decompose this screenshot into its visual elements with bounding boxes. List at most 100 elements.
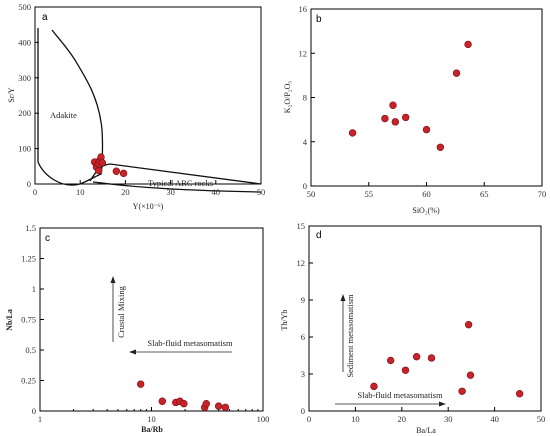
data-point <box>381 114 389 123</box>
panel-a-ylabel: Sr/Y <box>7 87 16 102</box>
y-tick-label: 0 <box>32 406 36 416</box>
x-tick-label: 10 <box>76 187 85 197</box>
panel-b-ylabel: K₂O/P₂O₅ <box>283 81 292 114</box>
x-tick-label: 40 <box>212 187 221 197</box>
data-point <box>391 118 400 126</box>
x-tick-label: 55 <box>365 189 374 199</box>
data-point <box>221 403 230 412</box>
y-tick-label: 0 <box>303 181 307 191</box>
y-tick-label: 1.25 <box>21 254 36 264</box>
data-point <box>180 399 188 408</box>
panel-a-points <box>90 153 128 178</box>
data-point <box>112 167 121 175</box>
data-point <box>412 353 421 361</box>
x-tick-label: 100 <box>257 414 270 424</box>
panel-a-xlabel: Y(×10⁻⁶) <box>133 202 164 211</box>
panel-a-letter: a <box>42 12 48 23</box>
data-point <box>214 402 223 410</box>
slab-fluid-arrowhead-c <box>129 349 136 355</box>
panel-c-ticks: 1 10 100 0 0.25 0.5 0.75 1 1.25 1.5 <box>21 223 269 424</box>
x-tick-label: 70 <box>538 189 547 199</box>
y-tick-label: 300 <box>18 73 31 83</box>
data-point <box>98 159 107 167</box>
y-tick-label: 0 <box>301 406 305 416</box>
data-point <box>348 129 357 137</box>
panel-d-ylabel: Th/Yb <box>280 310 289 331</box>
adakite-field-boundary <box>37 28 104 186</box>
data-point <box>202 399 210 408</box>
y-tick-label: 1 <box>32 284 36 294</box>
y-tick-label: 0 <box>27 179 31 189</box>
y-tick-label: 4 <box>303 137 308 147</box>
y-tick-label: 100 <box>18 144 31 154</box>
y-tick-label: 200 <box>18 108 31 118</box>
sediment-label: Sediment metasomatism <box>345 294 355 378</box>
data-point <box>136 380 145 388</box>
data-point <box>401 366 410 374</box>
data-point <box>466 371 475 379</box>
x-tick-label: 40 <box>490 414 499 424</box>
crustal-mixing-arrowhead <box>110 276 116 283</box>
x-tick-label: 30 <box>444 414 453 424</box>
panel-d-frame <box>308 225 542 412</box>
y-tick-label: 0.5 <box>25 345 36 355</box>
panel-b-xlabel: SiO₂(%) <box>412 206 440 215</box>
x-tick-label: 20 <box>121 187 130 197</box>
y-tick-label: 1.5 <box>25 223 36 233</box>
data-point <box>464 40 472 49</box>
y-tick-label: 6 <box>301 332 305 342</box>
panel-c-letter: c <box>45 233 50 244</box>
y-tick-label: 12 <box>297 258 306 268</box>
panel-b: b 50 55 60 65 70 0 4 8 12 16 SiO₂(%) K₂O/P₂O₅ <box>283 4 546 215</box>
arc-field-lower-boundary <box>92 181 262 193</box>
panel-c-ylabel: Nb/La <box>5 309 14 331</box>
x-tick-label: 1 <box>38 414 42 424</box>
y-tick-label: 0.75 <box>21 315 36 325</box>
slab-fluid-label-c: Slab-fluid metasomatism <box>147 338 233 348</box>
x-tick-label: 60 <box>422 189 431 199</box>
x-tick-label: 0 <box>33 187 37 197</box>
data-point <box>427 354 436 362</box>
sediment-arrowhead <box>340 294 346 301</box>
data-point <box>386 356 395 365</box>
panel-d-letter: d <box>316 230 322 241</box>
data-point <box>95 166 103 175</box>
x-tick-label: 10 <box>147 414 156 424</box>
x-tick-label: 30 <box>166 187 175 197</box>
crustal-mixing-label: Crustal Mixing <box>116 285 126 337</box>
panel-c: c 1 10 100 0 0.25 0.5 0.75 1 1.25 1.5 Ba/Rb Nb/La… <box>5 223 269 434</box>
slab-fluid-arrowhead-d <box>439 401 446 407</box>
y-tick-label: 500 <box>18 2 31 12</box>
field-label-adakite: Adakite <box>50 110 77 120</box>
y-tick-label: 8 <box>303 93 307 103</box>
x-tick-label: 65 <box>480 189 489 199</box>
panel-b-letter: b <box>316 14 322 25</box>
field-label-arc: Typical ARC rocks <box>148 178 213 188</box>
data-point <box>119 169 128 178</box>
panel-c-points <box>136 380 230 412</box>
y-tick-label: 3 <box>301 369 305 379</box>
x-tick-label: 50 <box>307 189 316 199</box>
panel-c-xlabel: Ba/Rb <box>141 425 163 434</box>
data-point <box>515 390 524 398</box>
data-point <box>402 113 410 122</box>
x-tick-label: 10 <box>351 414 360 424</box>
panel-b-ticks: 50 55 60 65 70 0 4 8 12 16 <box>299 4 547 199</box>
x-tick-label: 20 <box>398 414 407 424</box>
data-point <box>422 125 431 134</box>
y-tick-label: 0.25 <box>21 376 36 386</box>
x-tick-label: 0 <box>307 414 311 424</box>
panel-a-frame <box>34 6 262 185</box>
panel-b-points <box>348 40 472 151</box>
y-tick-label: 12 <box>299 48 308 58</box>
data-point <box>436 143 445 151</box>
y-tick-label: 15 <box>297 221 306 231</box>
panel-d-xlabel: Ba/La <box>416 426 436 435</box>
data-point <box>452 69 461 77</box>
y-tick-label: 16 <box>299 4 308 14</box>
panel-d: d 0 10 20 30 40 50 0 3 6 9 12 15 Ba/La Th/Yb Sedime… <box>280 221 545 435</box>
data-point <box>389 101 397 109</box>
